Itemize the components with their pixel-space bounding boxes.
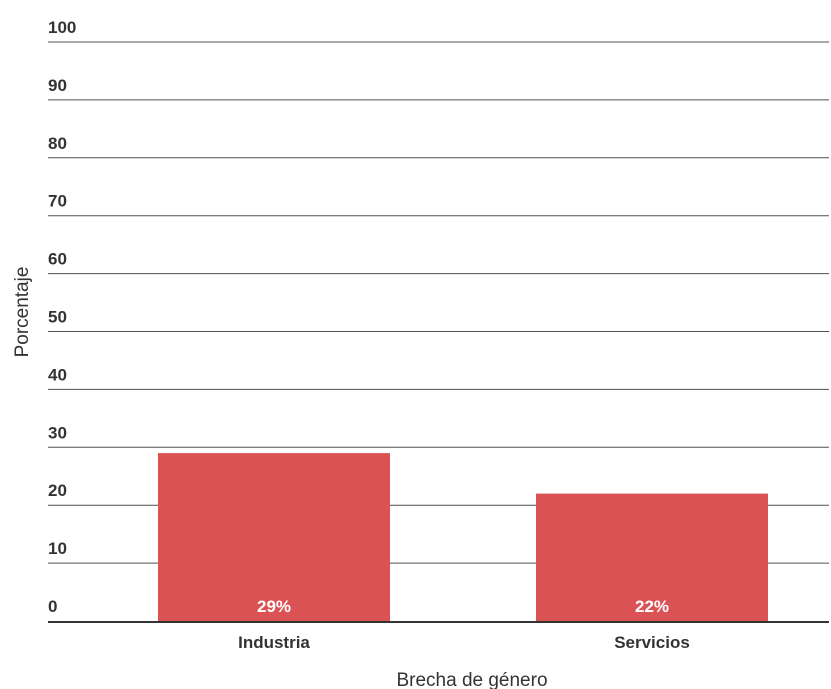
y-tick-label: 30 [48,423,67,442]
y-tick-labels: 0 10 20 30 40 50 60 70 80 90 100 [48,18,76,616]
y-tick-label: 50 [48,308,67,327]
bar-servicios [536,493,768,621]
y-tick-label: 60 [48,250,67,269]
x-tick-label: Industria [238,633,310,652]
data-label: 22% [635,597,669,616]
y-tick-label: 20 [48,481,67,500]
bar-industria [158,453,390,621]
y-tick-label: 40 [48,365,67,384]
x-tick-label: Servicios [614,633,690,652]
y-tick-label: 70 [48,192,67,211]
y-tick-label: 0 [48,597,57,616]
bars [158,453,768,621]
x-axis-title: Brecha de género [396,670,547,689]
y-tick-label: 100 [48,18,76,37]
x-tick-labels: Industria Servicios [238,633,690,652]
data-label: 29% [257,597,291,616]
y-axis-title: Porcentaje [12,267,33,358]
y-tick-label: 80 [48,134,67,153]
y-tick-label: 10 [48,539,67,558]
data-labels: 29% 22% [257,597,669,616]
y-tick-label: 90 [48,76,67,95]
